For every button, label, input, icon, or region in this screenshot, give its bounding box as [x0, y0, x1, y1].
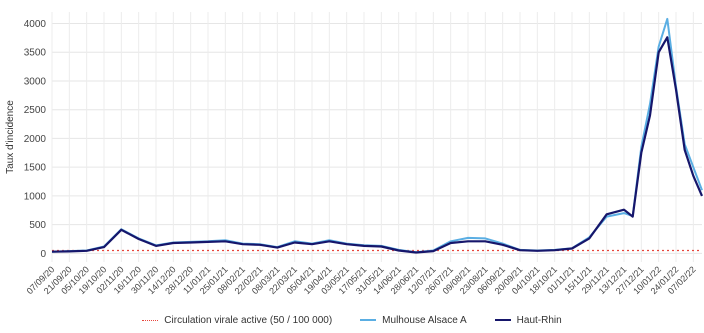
legend-label-threshold: Circulation virale active (50 / 100 000)	[164, 314, 333, 326]
y-tick-label: 3000	[24, 76, 47, 87]
legend-label-mulhouse: Mulhouse Alsace A	[382, 314, 467, 326]
y-tick-label: 4000	[24, 19, 47, 30]
legend-swatch-mulhouse	[360, 319, 377, 321]
y-tick-label: 1500	[24, 163, 47, 174]
line-chart: 0500100015002000250030003500400007/09/20…	[5, 12, 704, 296]
legend-swatch-haut-rhin	[494, 319, 511, 321]
y-tick-label: 1000	[24, 191, 47, 202]
legend-item-haut-rhin: Haut-Rhin	[494, 314, 562, 326]
legend: Circulation virale active (50 / 100 000)…	[0, 310, 704, 330]
y-tick-label: 0	[40, 249, 46, 260]
legend-label-haut-rhin: Haut-Rhin	[516, 314, 562, 326]
y-axis-title: Taux d'incidence	[5, 100, 16, 174]
y-tick-label: 2000	[24, 134, 47, 145]
y-tick-label: 500	[29, 220, 46, 231]
legend-item-mulhouse: Mulhouse Alsace A	[360, 315, 467, 326]
series-line-haut-rhin	[51, 36, 704, 254]
legend-item-threshold: Circulation virale active (50 / 100 000)	[142, 315, 332, 326]
legend-swatch-threshold	[142, 319, 159, 321]
y-tick-label: 2500	[24, 105, 47, 116]
y-tick-label: 3500	[24, 48, 47, 59]
